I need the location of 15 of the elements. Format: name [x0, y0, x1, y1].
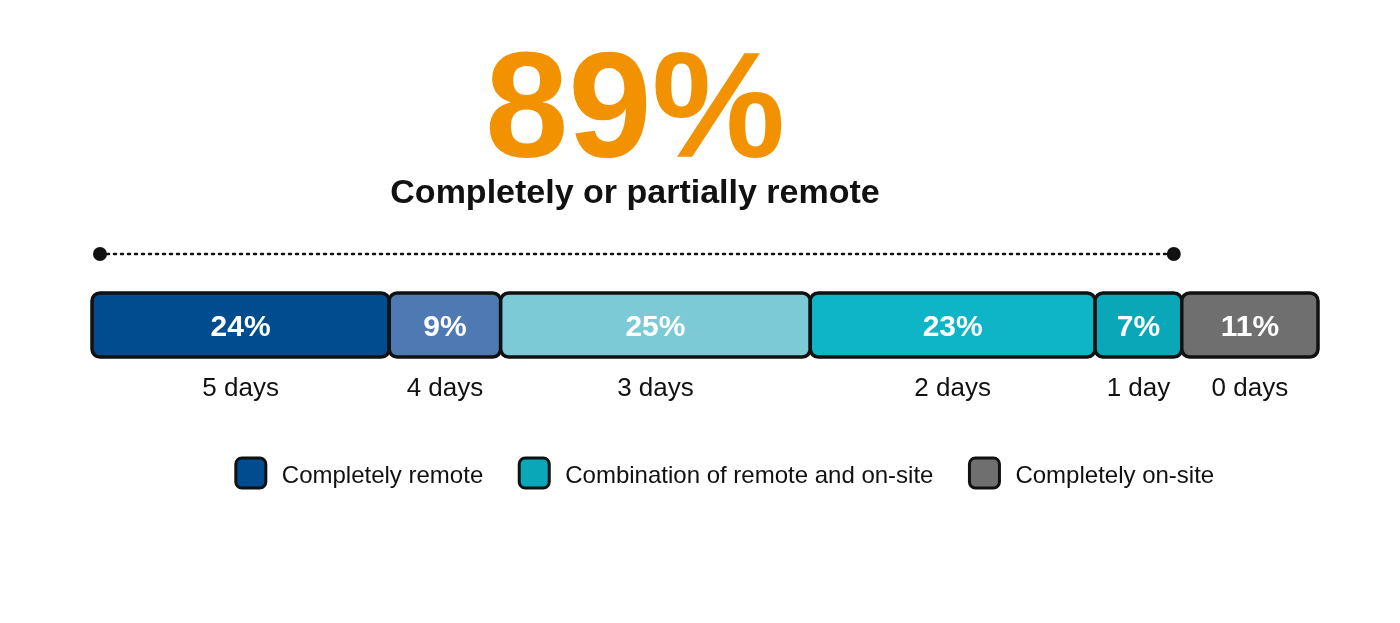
- data-label: 7%: [1116, 309, 1161, 342]
- series-label: 5 days: [202, 372, 279, 402]
- data-label: 9%: [423, 309, 467, 342]
- data-label: 25%: [625, 309, 686, 342]
- series-label: 0 days: [1211, 372, 1289, 402]
- series-label: 4 days: [406, 372, 484, 402]
- text: Completely on-site: [1015, 461, 1215, 488]
- text: Completely remote: [281, 461, 484, 488]
- data-label: 24%: [210, 309, 271, 342]
- text: Combination of remote and on-site: [565, 461, 934, 488]
- data-label: 23%: [922, 309, 983, 342]
- series-label: 3 days: [617, 372, 694, 402]
- series-label: 1 day: [1106, 372, 1171, 402]
- series-label: 2 days: [914, 372, 991, 402]
- data-label: 11%: [1220, 309, 1280, 342]
